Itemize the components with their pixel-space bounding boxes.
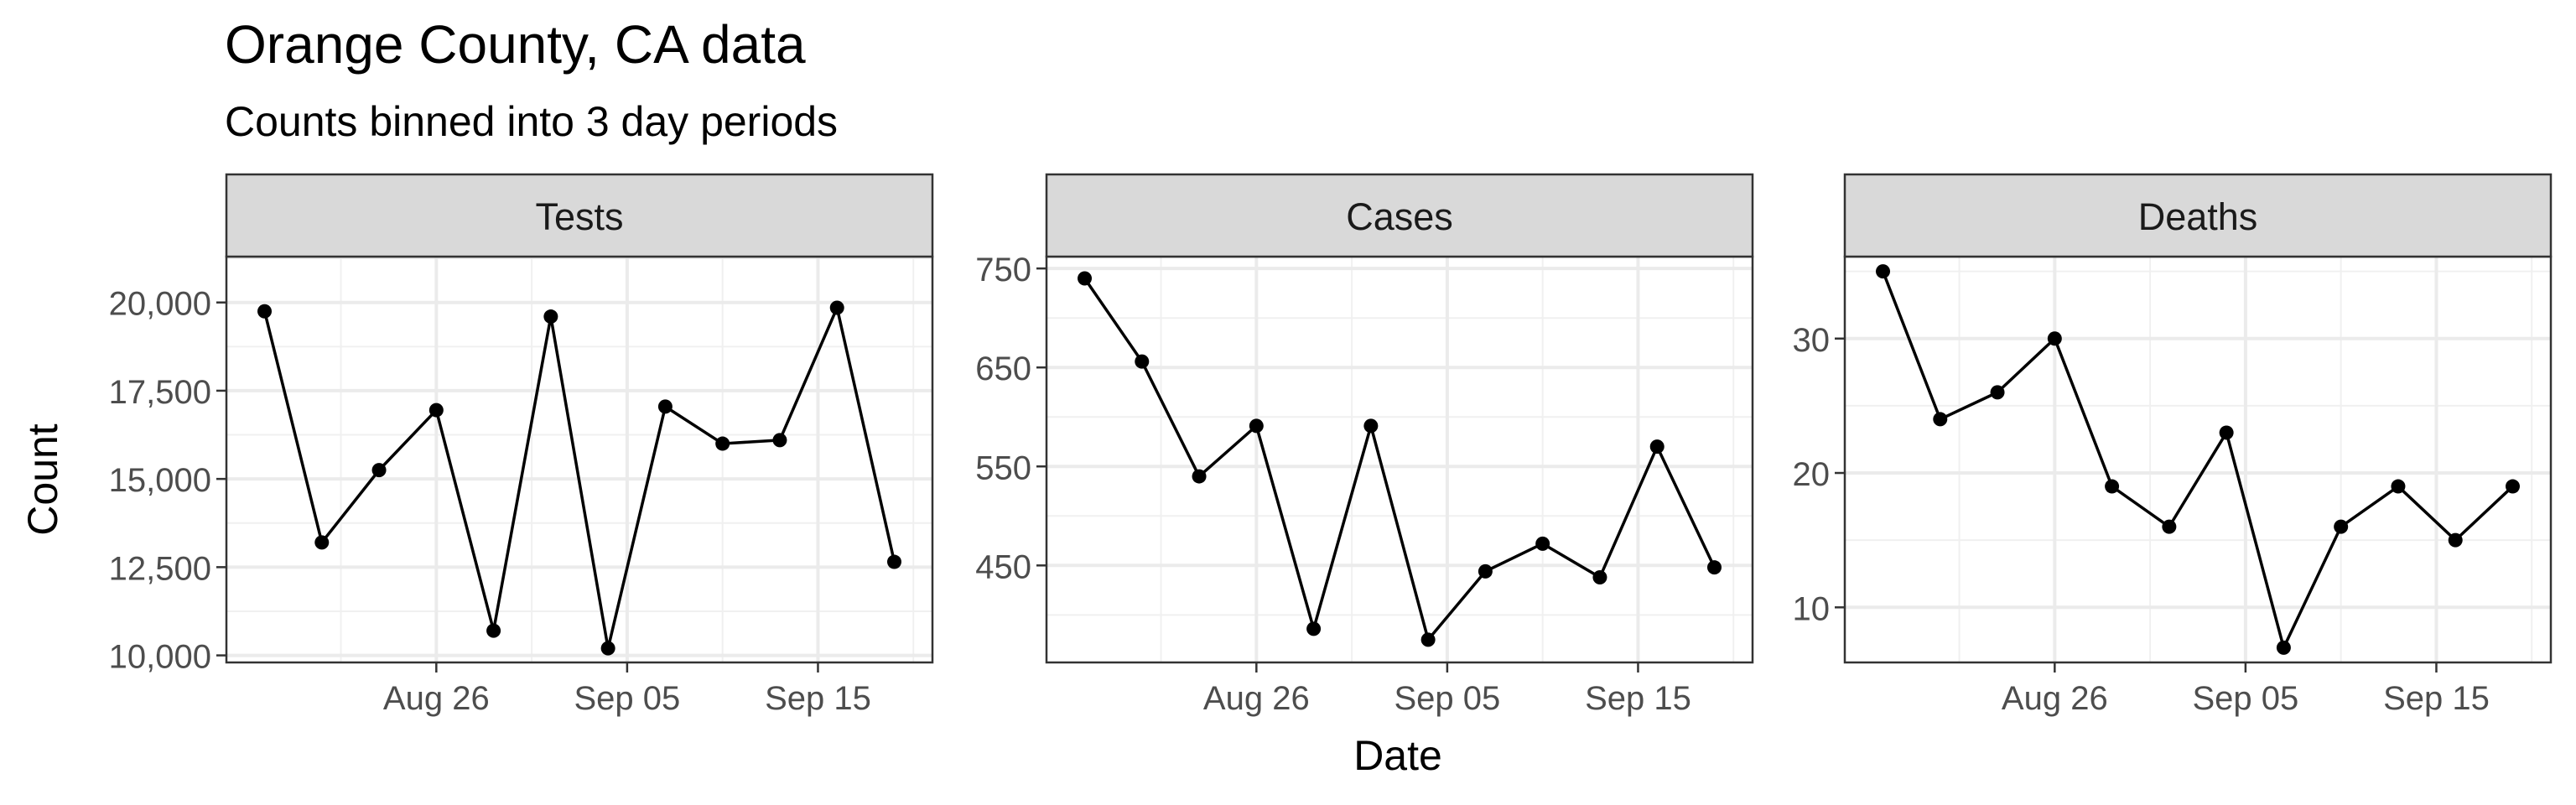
x-tick-label: Sep 15: [765, 680, 871, 717]
data-point: [1306, 621, 1322, 636]
data-point: [1249, 418, 1264, 434]
data-point: [600, 641, 615, 656]
data-point: [829, 300, 844, 315]
series-line: [1083, 277, 1716, 641]
data-point: [1363, 418, 1379, 434]
x-tick-label: Aug 26: [2002, 680, 2108, 717]
x-axis-title: Date: [1353, 732, 1442, 779]
y-axis-title: Count: [19, 423, 66, 536]
facet-deaths: Deaths 10 20 30 Aug 26 Sep 05 Sep 15: [1793, 173, 2553, 717]
data-point: [715, 436, 730, 451]
y-tick-label: 750: [975, 252, 1031, 288]
y-tick-label: 12,500: [109, 550, 211, 587]
data-point: [257, 304, 273, 319]
data-point: [1420, 632, 1436, 647]
data-point: [1706, 560, 1722, 575]
panel-background: [1845, 257, 2551, 662]
y-tick-label: 10,000: [109, 639, 211, 676]
series-line: [262, 306, 896, 650]
data-point: [371, 463, 387, 478]
data-point: [2105, 479, 2120, 494]
x-tick-label: Aug 26: [383, 680, 490, 717]
data-point: [1933, 412, 1948, 427]
facet-tests: Tests 10,000 12,500 15,000 17,500 20,000 Aug 2…: [109, 173, 934, 717]
y-tick-label: 20: [1793, 456, 1831, 493]
data-point: [1592, 569, 1607, 584]
facet-strip: [225, 173, 934, 258]
data-point: [1876, 264, 1891, 279]
data-point: [428, 402, 444, 418]
panel-background: [226, 257, 932, 662]
data-point: [1535, 536, 1550, 551]
facet-cases: Cases 450 550 650 750 Aug 26 Sep 05 Sep 15: [975, 173, 1754, 717]
y-tick-label: 15,000: [109, 462, 211, 499]
data-point: [772, 433, 787, 448]
data-point: [1078, 271, 1093, 286]
y-tick-label: 17,500: [109, 374, 211, 411]
data-point: [2047, 331, 2062, 346]
facet-strip: [1045, 173, 1754, 258]
panel-background: [1046, 257, 1753, 662]
y-tick-label: 20,000: [109, 286, 211, 323]
data-point: [1192, 469, 1207, 484]
data-point: [1990, 385, 2005, 400]
x-tick-label: Sep 15: [1585, 680, 1691, 717]
facet-strip-label: Deaths: [2138, 195, 2258, 238]
data-point: [1135, 354, 1150, 369]
data-point: [657, 399, 673, 414]
facet-strip: [1843, 173, 2553, 258]
x-tick-label: Sep 05: [574, 680, 681, 717]
y-tick-label: 10: [1793, 590, 1831, 627]
x-tick-label: Sep 15: [2383, 680, 2490, 717]
data-point: [543, 309, 558, 325]
y-tick-label: 30: [1793, 322, 1831, 359]
data-point: [486, 623, 501, 638]
chart-title: Orange County, CA data: [225, 14, 806, 75]
y-tick-label: 450: [975, 548, 1031, 585]
data-point: [1649, 439, 1665, 454]
data-point: [1478, 564, 1493, 579]
data-point: [2448, 532, 2463, 548]
series-line: [1881, 270, 2514, 650]
data-point: [314, 535, 330, 550]
data-point: [2276, 640, 2291, 655]
chart-subtitle: Counts binned into 3 day periods: [225, 98, 839, 145]
x-tick-label: Sep 05: [2193, 680, 2299, 717]
facet-strip-label: Tests: [535, 195, 623, 238]
facet-strip-label: Cases: [1346, 195, 1453, 238]
x-tick-label: Sep 05: [1394, 680, 1501, 717]
data-point: [2162, 519, 2177, 534]
data-point: [2505, 479, 2520, 494]
data-point: [2334, 519, 2349, 534]
y-tick-label: 650: [975, 351, 1031, 387]
y-tick-label: 550: [975, 449, 1031, 486]
data-point: [2219, 425, 2234, 440]
data-point: [886, 554, 901, 569]
x-tick-label: Aug 26: [1203, 680, 1310, 717]
data-point: [2391, 479, 2406, 494]
